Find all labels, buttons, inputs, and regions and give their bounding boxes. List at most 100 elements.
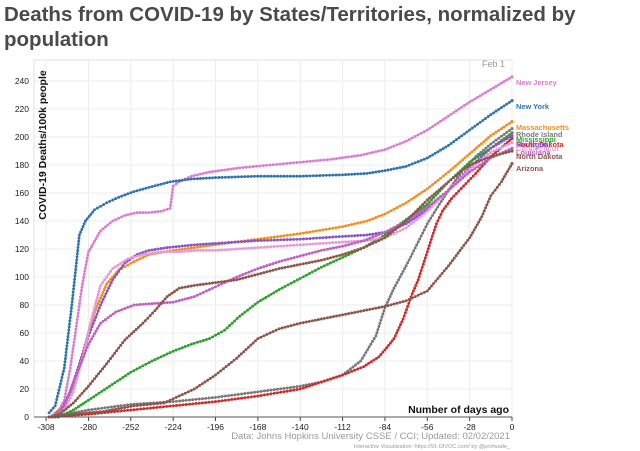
data-point <box>93 239 96 243</box>
data-point <box>365 244 369 248</box>
data-point <box>433 151 437 155</box>
data-point <box>208 337 211 341</box>
data-point <box>298 160 302 164</box>
data-point <box>121 260 125 264</box>
data-point <box>400 320 404 324</box>
data-point <box>335 157 338 161</box>
data-point <box>505 137 509 141</box>
data-point <box>99 204 103 208</box>
data-point <box>458 249 462 252</box>
data-point <box>144 252 148 256</box>
data-point <box>282 386 286 390</box>
data-point <box>138 188 142 192</box>
data-point <box>180 178 184 182</box>
data-point <box>313 382 317 386</box>
data-point <box>159 247 163 250</box>
data-point <box>338 156 342 160</box>
data-point <box>285 233 289 237</box>
data-point <box>484 160 487 163</box>
data-point <box>371 339 374 343</box>
data-point <box>268 263 272 267</box>
data-point <box>328 235 332 239</box>
data-point <box>325 158 329 162</box>
data-point <box>249 174 253 178</box>
data-point <box>422 228 426 232</box>
data-point <box>292 264 296 268</box>
data-point <box>344 224 348 228</box>
data-point <box>466 238 470 242</box>
data-point <box>100 293 104 297</box>
data-point <box>436 276 440 280</box>
data-point <box>268 269 272 273</box>
data-point <box>377 233 381 237</box>
data-point <box>407 297 411 301</box>
data-point <box>420 213 424 217</box>
data-point <box>507 167 511 171</box>
data-point <box>283 284 287 288</box>
data-point <box>407 163 411 167</box>
data-point <box>347 240 351 244</box>
data-point <box>211 170 214 174</box>
data-point <box>372 358 376 362</box>
data-point <box>223 394 227 398</box>
data-point <box>115 349 119 353</box>
y-tick-label: 60 <box>20 328 30 338</box>
data-point <box>376 328 380 332</box>
data-point <box>253 174 257 178</box>
data-point <box>80 358 84 362</box>
data-point <box>135 258 139 262</box>
data-point <box>274 267 278 271</box>
data-point <box>350 369 354 373</box>
data-point <box>144 362 148 366</box>
data-point <box>100 406 103 410</box>
data-point <box>75 321 79 325</box>
data-point <box>283 325 287 329</box>
data-point <box>430 198 433 202</box>
data-point <box>282 390 286 394</box>
data-point <box>192 243 196 247</box>
data-point <box>268 331 272 335</box>
data-point <box>229 167 233 171</box>
data-point <box>118 377 122 381</box>
data-point <box>295 385 299 389</box>
data-point <box>308 237 312 241</box>
data-point <box>161 299 165 303</box>
data-point <box>435 190 439 194</box>
data-point <box>174 179 178 183</box>
data-point <box>386 168 390 172</box>
data-point <box>438 274 442 278</box>
data-point <box>94 393 98 397</box>
data-point <box>253 273 257 277</box>
data-point <box>436 121 440 125</box>
data-point <box>368 171 372 175</box>
data-point <box>365 233 369 237</box>
data-point <box>109 357 113 360</box>
data-point <box>417 210 421 214</box>
data-point <box>101 297 105 301</box>
data-point <box>395 143 399 147</box>
data-point <box>344 240 348 244</box>
data-point <box>451 166 455 170</box>
data-point <box>189 249 193 253</box>
data-point <box>248 165 252 169</box>
data-point <box>85 217 89 221</box>
data-point <box>502 125 506 129</box>
data-point <box>162 353 166 357</box>
data-point <box>404 219 408 223</box>
data-point <box>436 178 440 182</box>
data-point <box>136 325 140 329</box>
data-point <box>477 144 481 148</box>
data-point <box>337 225 341 229</box>
data-point <box>186 390 190 394</box>
data-point <box>261 164 265 168</box>
data-point <box>269 245 273 249</box>
data-point <box>77 308 81 312</box>
data-point <box>478 217 482 221</box>
data-point <box>462 104 466 107</box>
data-point <box>486 89 490 93</box>
data-point <box>80 282 84 286</box>
data-point <box>387 343 391 347</box>
data-point <box>227 394 231 398</box>
data-point <box>469 176 473 180</box>
data-point <box>150 359 154 363</box>
